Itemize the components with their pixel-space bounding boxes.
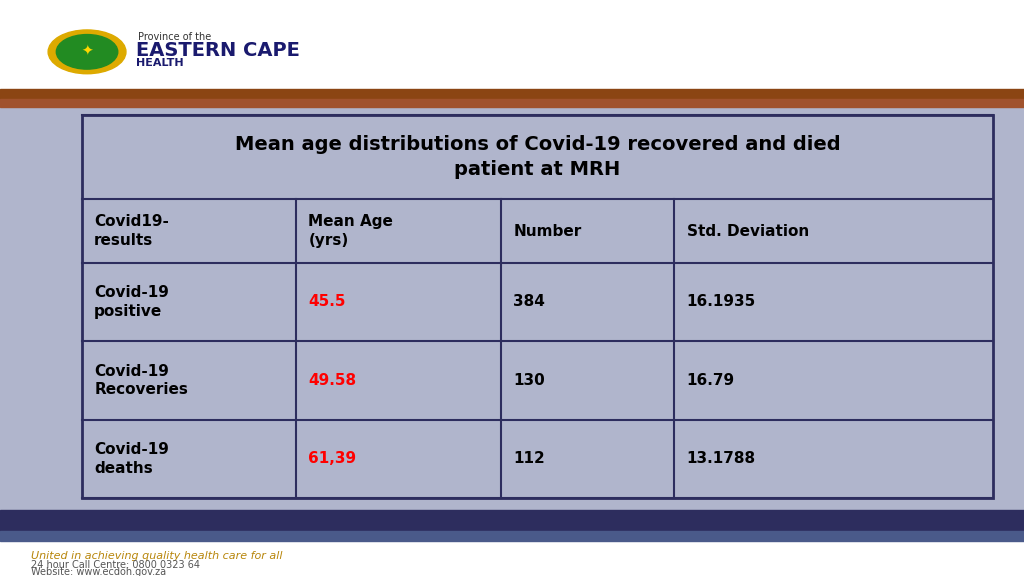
Text: 16.1935: 16.1935 [686,294,756,309]
Text: Number: Number [513,223,582,238]
Text: 49.58: 49.58 [308,373,356,388]
Text: 45.5: 45.5 [308,294,346,309]
Bar [0,99,1024,107]
Bar [0,541,1024,576]
Text: Covid-19
positive: Covid-19 positive [94,285,169,319]
Text: United in achieving quality health care for all: United in achieving quality health care … [31,551,283,560]
Text: 384: 384 [513,294,546,309]
Text: ✦: ✦ [81,45,93,59]
Text: Mean Age
(yrs): Mean Age (yrs) [308,214,393,248]
Bar [0,89,1024,99]
Text: 61,39: 61,39 [308,452,356,467]
Text: Website: www.ecdoh.gov.za: Website: www.ecdoh.gov.za [31,567,166,576]
Text: 16.79: 16.79 [686,373,734,388]
Circle shape [56,35,118,69]
Text: 112: 112 [513,452,545,467]
Text: HEALTH: HEALTH [136,58,184,69]
Text: Mean age distributions of Covid-19 recovered and died
patient at MRH: Mean age distributions of Covid-19 recov… [234,135,841,179]
Text: 130: 130 [513,373,545,388]
Text: Covid-19
deaths: Covid-19 deaths [94,442,169,476]
Text: 24 hour Call Centre: 0800 0323 64: 24 hour Call Centre: 0800 0323 64 [31,560,200,570]
Bar [82,115,993,498]
Text: Covid-19
Recoveries: Covid-19 Recoveries [94,363,188,397]
Text: Province of the: Province of the [138,32,212,43]
Bar [0,107,1024,510]
Text: Covid19-
results: Covid19- results [94,214,169,248]
Text: Std. Deviation: Std. Deviation [686,223,809,238]
Circle shape [48,30,126,74]
Bar [0,0,1024,89]
Text: EASTERN CAPE: EASTERN CAPE [136,41,300,60]
Bar [0,531,1024,541]
Bar [0,510,1024,531]
Text: 13.1788: 13.1788 [686,452,756,467]
